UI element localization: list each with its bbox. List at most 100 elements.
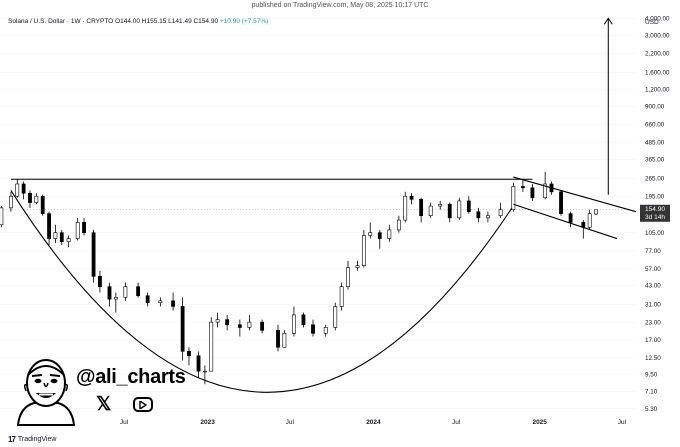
candle-body bbox=[559, 191, 563, 214]
candle bbox=[466, 196, 471, 214]
candle-body bbox=[438, 203, 443, 207]
candle-body bbox=[409, 195, 414, 200]
price-tick-label: 12.50 bbox=[645, 355, 661, 362]
candle bbox=[145, 292, 150, 307]
candle bbox=[409, 193, 414, 205]
candle bbox=[323, 324, 328, 337]
candle-body bbox=[594, 209, 598, 215]
candle bbox=[396, 215, 401, 233]
candle bbox=[301, 312, 306, 328]
candle-body bbox=[428, 205, 433, 217]
current-price-tag-bg bbox=[640, 204, 670, 222]
candle-body bbox=[311, 324, 315, 334]
candle bbox=[292, 306, 296, 337]
candle-body bbox=[158, 300, 163, 303]
author-handle: @ali_charts bbox=[76, 366, 186, 388]
candle-body bbox=[209, 321, 214, 372]
candle-body bbox=[47, 213, 51, 239]
price-tick-label: 265.00 bbox=[645, 175, 665, 182]
candle-body bbox=[361, 235, 366, 266]
candle-body bbox=[387, 229, 392, 239]
candle bbox=[428, 202, 433, 218]
candle-body bbox=[355, 265, 360, 268]
candle bbox=[276, 324, 280, 352]
candle bbox=[587, 209, 592, 229]
candle bbox=[180, 297, 185, 361]
ohlc-values: O144.00 H155.15 L141.49 C154.90 bbox=[115, 18, 219, 25]
candle bbox=[260, 319, 265, 334]
candle-body bbox=[368, 232, 373, 236]
time-tick-label: Jul bbox=[452, 419, 461, 426]
candle-body bbox=[107, 286, 112, 300]
candle bbox=[40, 194, 45, 216]
candle-body bbox=[82, 222, 86, 233]
time-tick-label: 2023 bbox=[200, 419, 215, 426]
x-icon[interactable]: 𝕏 bbox=[96, 394, 112, 415]
candle-body bbox=[123, 286, 128, 298]
candle bbox=[361, 229, 366, 268]
time-tick-label: Jul bbox=[286, 419, 295, 426]
breakout-arrowhead bbox=[603, 17, 613, 25]
candle bbox=[107, 282, 112, 307]
currency-label: USD bbox=[645, 19, 659, 26]
price-tick-label: 57.00 bbox=[645, 266, 661, 273]
candle bbox=[225, 314, 230, 331]
candle bbox=[15, 179, 20, 198]
price-tick-label: 660.00 bbox=[645, 122, 665, 129]
candle bbox=[581, 220, 586, 239]
price-tick-label: 77.00 bbox=[645, 248, 661, 255]
symbol-legend: Solana / U.S. Dollar · 1W · CRYPTO O144.… bbox=[8, 18, 268, 25]
price-tick-label: 43.00 bbox=[645, 282, 661, 289]
candle bbox=[53, 224, 58, 244]
candles bbox=[0, 171, 598, 385]
candle-body bbox=[91, 232, 96, 277]
candle bbox=[476, 207, 481, 223]
candle-body bbox=[237, 324, 242, 328]
candle-body bbox=[323, 327, 328, 334]
candle-body bbox=[21, 183, 26, 194]
candle bbox=[82, 217, 86, 236]
candle bbox=[339, 282, 344, 311]
candle-body bbox=[171, 300, 175, 307]
time-tick-label: 2024 bbox=[366, 419, 381, 426]
youtube-icon[interactable] bbox=[133, 397, 154, 412]
price-tick-label: 9.50 bbox=[645, 371, 658, 378]
candle bbox=[333, 302, 338, 331]
candle-body bbox=[333, 306, 338, 328]
candle-body bbox=[377, 232, 382, 239]
candle bbox=[34, 193, 39, 205]
candle bbox=[568, 211, 573, 228]
handle-upper-line bbox=[513, 176, 637, 213]
candle bbox=[498, 202, 503, 218]
candle-body bbox=[40, 195, 45, 214]
price-gridlines bbox=[0, 18, 636, 409]
candle-body bbox=[403, 195, 408, 221]
candle-body bbox=[180, 306, 185, 352]
candle-body bbox=[34, 195, 39, 203]
candle-body bbox=[568, 213, 573, 223]
candle bbox=[237, 319, 242, 337]
price-tick-label: 1,600.00 bbox=[645, 69, 670, 76]
candle bbox=[419, 197, 424, 223]
candle-body bbox=[247, 321, 252, 328]
candle bbox=[75, 217, 80, 241]
candle bbox=[559, 190, 563, 216]
candle-body bbox=[511, 186, 516, 211]
brand-name: TradingView bbox=[17, 436, 57, 443]
candle-body bbox=[225, 319, 230, 326]
candle-body bbox=[260, 321, 265, 331]
symbol-name: Solana / U.S. Dollar · 1W · CRYPTO bbox=[8, 18, 114, 25]
pattern-drawings bbox=[10, 17, 637, 393]
candle bbox=[91, 229, 96, 283]
handle-lower-line bbox=[513, 203, 618, 240]
tradingview-brand: 17 TradingView bbox=[8, 435, 56, 444]
candle-body bbox=[145, 295, 150, 303]
avatar bbox=[16, 359, 76, 426]
time-tick-label: Jul bbox=[618, 419, 627, 426]
candle bbox=[202, 365, 207, 385]
candle-body bbox=[66, 238, 71, 243]
price-tick-label: 1,200.00 bbox=[645, 86, 670, 93]
candle-body bbox=[346, 267, 350, 287]
candle bbox=[438, 200, 443, 210]
candle-body bbox=[0, 207, 4, 226]
